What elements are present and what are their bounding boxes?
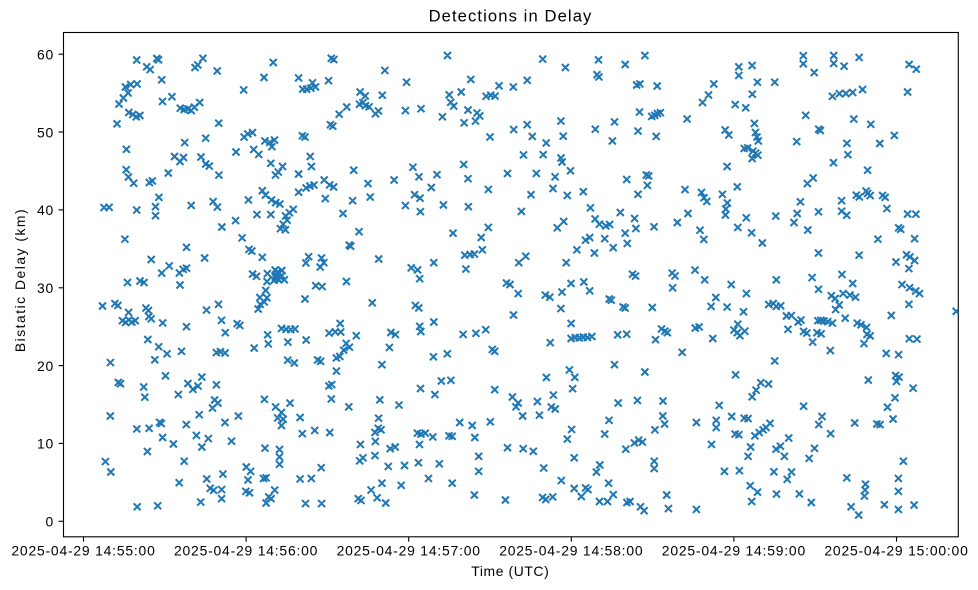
svg-text:50: 50: [37, 124, 54, 140]
svg-text:2025-04-29 14:59:00: 2025-04-29 14:59:00: [662, 542, 806, 558]
svg-text:Detections in Delay: Detections in Delay: [429, 6, 593, 25]
svg-text:2025-04-29 14:57:00: 2025-04-29 14:57:00: [337, 542, 481, 558]
svg-text:Time (UTC): Time (UTC): [471, 563, 549, 579]
svg-text:60: 60: [37, 47, 54, 63]
svg-text:2025-04-29 15:00:00: 2025-04-29 15:00:00: [824, 542, 968, 558]
svg-text:20: 20: [37, 358, 54, 374]
svg-text:10: 10: [37, 436, 54, 452]
svg-text:0: 0: [45, 514, 54, 530]
svg-text:40: 40: [37, 202, 54, 218]
svg-text:2025-04-29 14:58:00: 2025-04-29 14:58:00: [499, 542, 643, 558]
svg-text:Bistatic Delay (km): Bistatic Delay (km): [12, 208, 28, 352]
svg-text:30: 30: [37, 280, 54, 296]
svg-text:2025-04-29 14:55:00: 2025-04-29 14:55:00: [11, 542, 155, 558]
svg-text:2025-04-29 14:56:00: 2025-04-29 14:56:00: [174, 542, 318, 558]
